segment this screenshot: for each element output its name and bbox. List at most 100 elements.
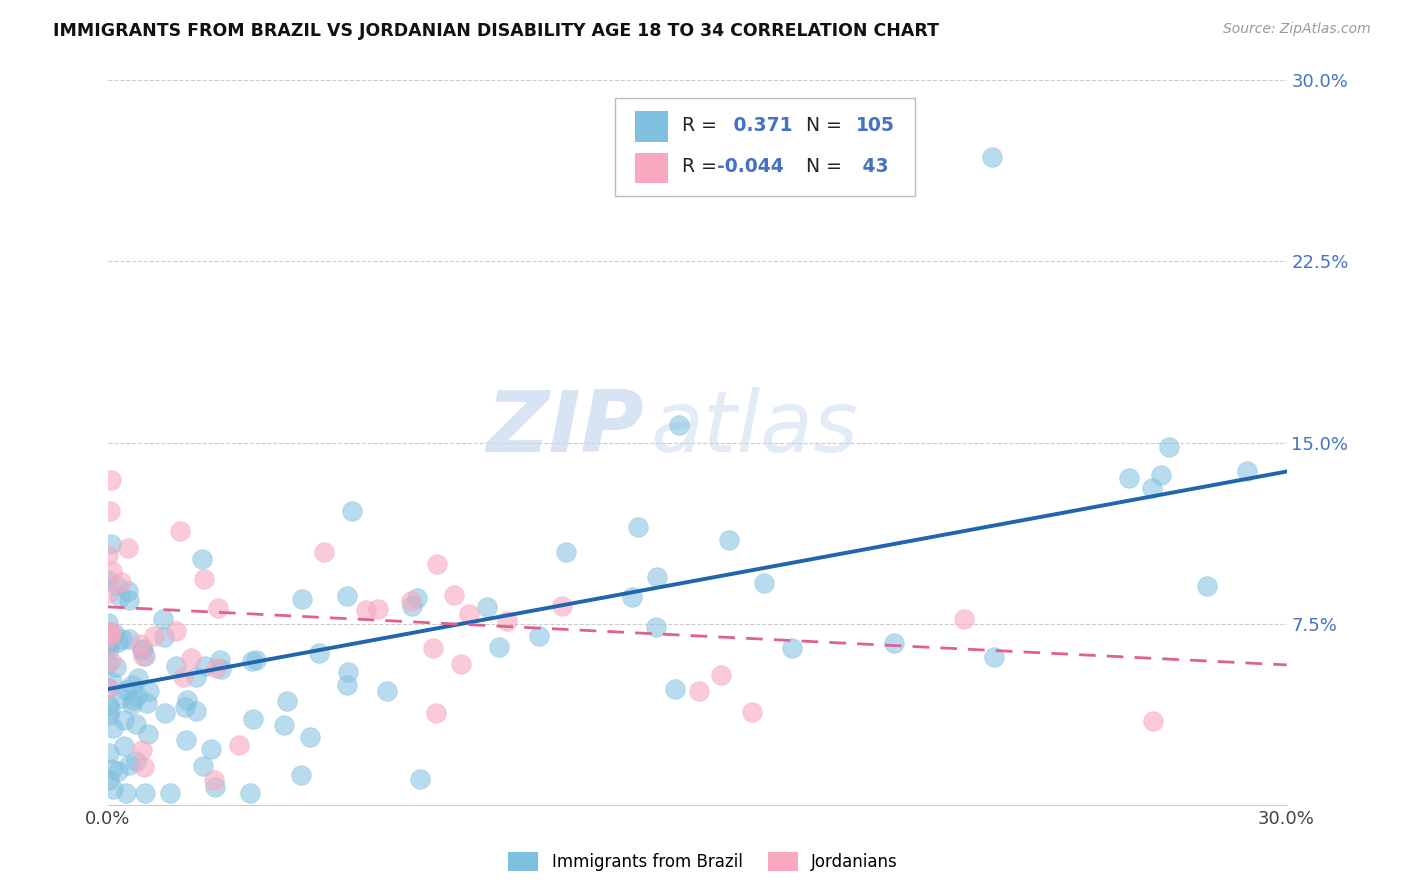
Point [132,642,155,657]
Point [97,746,120,760]
Text: R =: R = [682,116,723,135]
Point [101,564,124,578]
Point [100,503,122,517]
Point [883,636,905,650]
Point [443,588,465,602]
Point [409,772,432,787]
Point [100,473,122,487]
Point [477,599,499,614]
Point [209,662,232,676]
Point [627,520,650,534]
Point [336,678,359,692]
Point [983,650,1005,665]
Point [688,684,710,698]
Point [97,637,120,651]
Point [153,706,176,720]
Point [752,575,775,590]
Point [131,642,153,657]
Point [105,579,128,593]
Point [165,624,187,639]
Point [97,548,120,562]
Point [97,573,120,587]
Point [555,545,578,559]
Point [551,599,574,614]
Point [1157,440,1180,454]
Point [134,648,156,663]
Point [194,659,217,673]
Point [104,659,127,673]
Text: Source: ZipAtlas.com: Source: ZipAtlas.com [1223,22,1371,37]
Point [741,706,763,720]
Point [204,780,226,794]
Bar [636,153,668,184]
Point [228,738,250,752]
Point [125,690,148,704]
Point [620,590,643,604]
Text: 43: 43 [856,158,889,177]
Point [645,620,668,634]
Point [710,668,733,682]
Point [100,537,122,551]
Point [152,630,174,644]
Text: 105: 105 [856,116,896,135]
Point [97,615,120,630]
Point [101,675,124,690]
Point [125,754,148,768]
Point [166,658,188,673]
Point [101,721,124,735]
Point [202,773,225,788]
Point [98,702,121,716]
Point [143,629,166,643]
Point [422,640,444,655]
Point [645,570,668,584]
Point [112,713,135,727]
Point [191,551,214,566]
Point [107,635,129,649]
Legend: Immigrants from Brazil, Jordanians: Immigrants from Brazil, Jordanians [501,843,905,880]
Point [953,612,976,626]
Point [159,786,181,800]
Point [245,653,267,667]
Point [101,782,124,797]
Point [205,661,228,675]
Point [152,612,174,626]
Point [169,524,191,539]
Point [128,637,150,651]
Point [97,698,120,712]
Point [117,584,139,599]
Point [425,706,447,721]
Text: N =: N = [794,116,848,135]
Point [184,670,207,684]
Point [290,768,312,782]
Point [132,649,155,664]
Point [173,700,195,714]
Point [117,541,139,555]
Point [1142,714,1164,729]
Point [97,681,120,695]
Point [242,654,264,668]
Text: atlas: atlas [650,386,858,469]
Point [121,698,143,712]
Point [100,624,122,639]
Point [97,681,120,696]
Point [97,625,120,640]
Text: IMMIGRANTS FROM BRAZIL VS JORDANIAN DISABILITY AGE 18 TO 34 CORRELATION CHART: IMMIGRANTS FROM BRAZIL VS JORDANIAN DISA… [53,22,939,40]
Point [401,599,423,613]
Point [138,683,160,698]
Point [193,572,215,586]
Point [191,758,214,772]
Point [200,741,222,756]
Text: -0.044: -0.044 [717,158,785,177]
Point [242,713,264,727]
Point [118,757,141,772]
Point [107,764,129,779]
Point [450,657,472,671]
Point [208,652,231,666]
Point [1140,482,1163,496]
Point [174,732,197,747]
Point [97,772,120,787]
Point [668,417,690,432]
Point [118,592,141,607]
Point [314,545,336,559]
Point [1118,471,1140,485]
